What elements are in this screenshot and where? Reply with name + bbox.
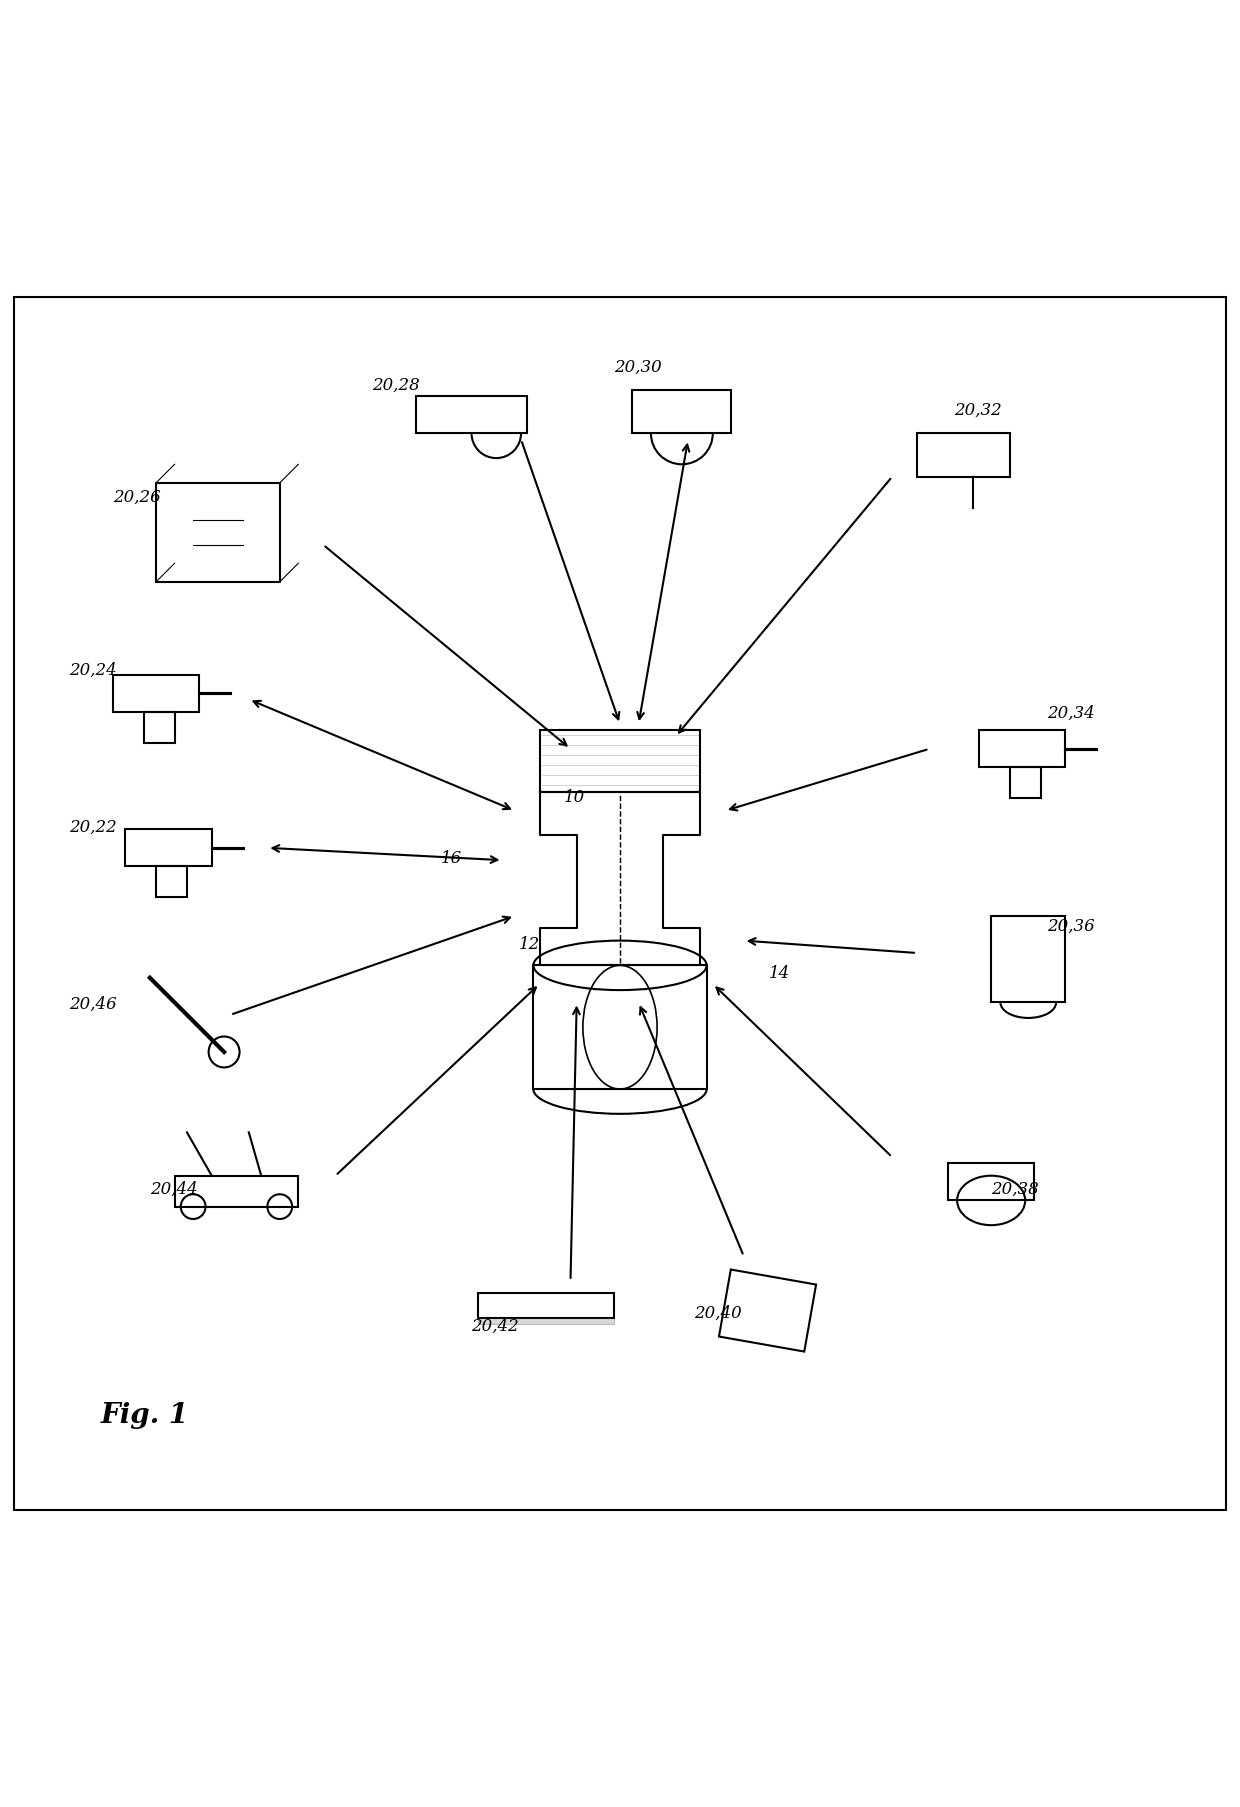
Bar [991, 916, 1065, 1003]
Text: 20,44: 20,44 [150, 1182, 197, 1198]
Text: 20,26: 20,26 [113, 488, 160, 506]
Bar [415, 396, 527, 434]
Text: 20,46: 20,46 [69, 996, 118, 1012]
Bar [978, 730, 1065, 768]
Text: 20,42: 20,42 [471, 1317, 520, 1334]
Bar [947, 1164, 1034, 1200]
Bar [719, 1270, 816, 1352]
Bar [156, 866, 187, 898]
Text: Fig. 1: Fig. 1 [100, 1402, 188, 1429]
Bar [125, 829, 212, 866]
Bar [477, 1317, 614, 1325]
Bar [632, 390, 732, 434]
Bar [113, 674, 200, 712]
Text: 14: 14 [769, 965, 790, 981]
Text: 12: 12 [518, 936, 539, 954]
Text: 16: 16 [440, 849, 461, 867]
Text: 20,30: 20,30 [614, 358, 662, 376]
Text: 20,22: 20,22 [69, 819, 118, 837]
Text: 20,32: 20,32 [954, 401, 1002, 419]
Bar [144, 712, 175, 743]
Text: 20,28: 20,28 [372, 378, 420, 394]
Bar [175, 1176, 299, 1207]
Bar [1009, 768, 1040, 799]
Text: 10: 10 [564, 790, 585, 806]
Text: 20,36: 20,36 [1047, 918, 1095, 934]
Text: 20,40: 20,40 [694, 1305, 742, 1323]
Bar [477, 1294, 614, 1317]
Bar [916, 434, 1009, 477]
Text: 20,34: 20,34 [1047, 705, 1095, 723]
Text: 20,38: 20,38 [991, 1182, 1039, 1198]
Text: 20,24: 20,24 [69, 661, 118, 679]
